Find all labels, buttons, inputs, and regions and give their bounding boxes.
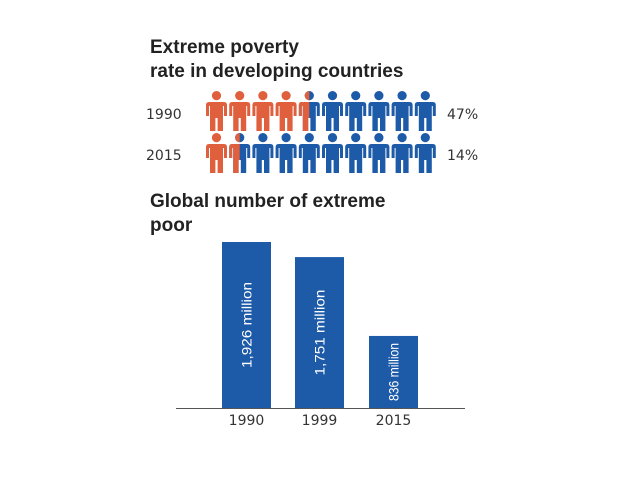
person-icon xyxy=(252,133,274,173)
pictograph-chart xyxy=(206,91,436,173)
person-icon xyxy=(391,91,413,131)
person-icon xyxy=(345,91,367,131)
pictograph-percent-2015: 14% xyxy=(447,148,479,164)
person-icon xyxy=(414,133,436,173)
bar-value-label-1999: 1,751 million xyxy=(312,290,328,376)
person-icon xyxy=(275,91,297,131)
poverty-rate-title: Extreme poverty rate in developing countr… xyxy=(150,36,403,84)
extreme-poor-title: Global number of extreme poor xyxy=(150,190,385,238)
person-icon xyxy=(252,91,274,131)
person-icon xyxy=(229,91,251,131)
bar-category-label-1990: 1990 xyxy=(229,413,265,429)
pictograph-row-1990 xyxy=(206,91,436,131)
bar-value-label-1990: 1,926 million xyxy=(239,282,255,368)
person-icon xyxy=(206,133,227,173)
pictograph-row-2015 xyxy=(206,133,436,173)
person-icon xyxy=(391,133,413,173)
pictograph-year-2015: 2015 xyxy=(146,148,182,164)
bar-value-label-2015: 836 million xyxy=(386,343,402,401)
extreme-poor-title-text: Global number of extreme poor xyxy=(150,191,386,236)
pictograph-year-1990: 1990 xyxy=(146,107,182,123)
person-icon xyxy=(229,133,251,173)
poverty-rate-title-line-2: rate in developing countries xyxy=(150,61,404,82)
bar-1999 xyxy=(295,257,344,408)
poverty-rate-title-line-1: Extreme poverty xyxy=(150,37,299,58)
person-icon xyxy=(322,133,343,173)
person-icon xyxy=(298,133,320,173)
person-icon xyxy=(414,91,436,131)
person-icon xyxy=(298,91,320,131)
bar-category-label-2015: 2015 xyxy=(376,413,412,429)
person-icon xyxy=(368,133,390,173)
bar-2015 xyxy=(369,335,418,408)
person-icon xyxy=(345,133,367,173)
bar-1990 xyxy=(222,242,271,408)
person-icon xyxy=(368,91,390,131)
person-icon xyxy=(322,91,343,131)
person-icon xyxy=(275,133,297,173)
poverty-rate-title-line-1: Extreme poverty rate in developing countr… xyxy=(150,37,403,82)
person-icon xyxy=(206,91,227,131)
pictograph-percent-1990: 47% xyxy=(447,107,479,123)
bar-category-label-1999: 1999 xyxy=(302,413,338,429)
